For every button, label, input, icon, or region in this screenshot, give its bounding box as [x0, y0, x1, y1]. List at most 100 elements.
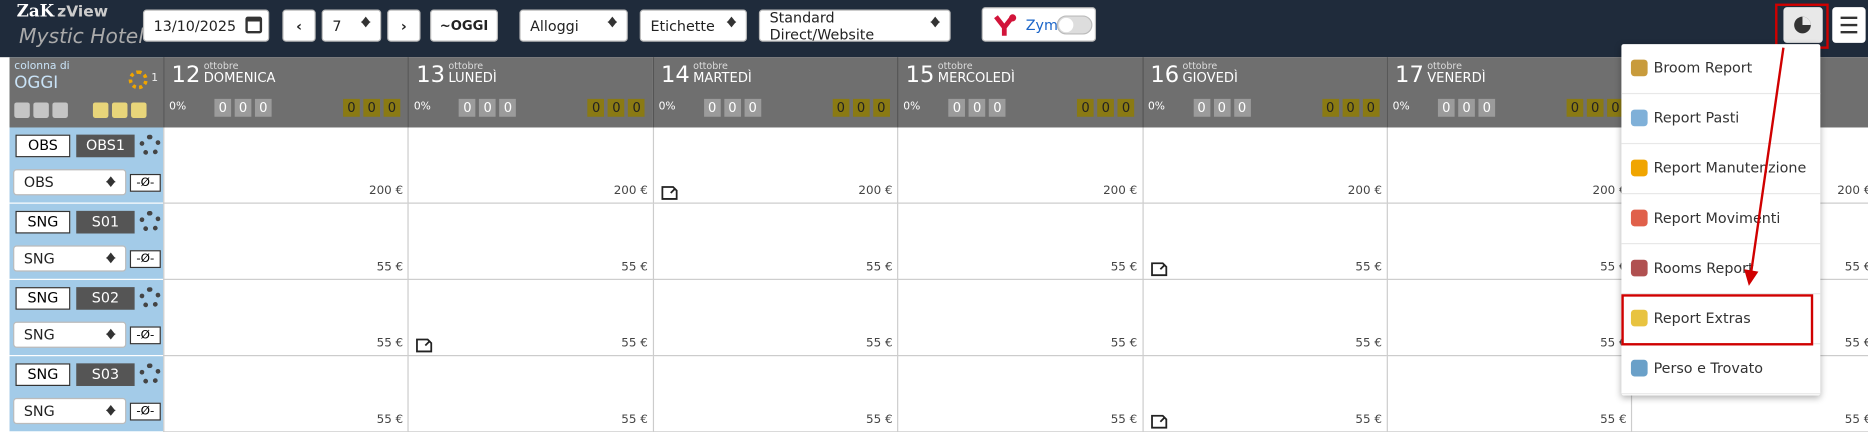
reports-button[interactable]	[1783, 7, 1823, 43]
price: 55 €	[1844, 413, 1868, 427]
prev-button[interactable]: ‹	[282, 9, 316, 42]
day-cell[interactable]: 55 €	[897, 279, 1142, 357]
room-select[interactable]: OBS	[13, 169, 127, 196]
room-settings[interactable]	[139, 134, 161, 157]
count-box: 0	[459, 98, 476, 117]
room-type[interactable]: SNG	[15, 287, 71, 310]
next-button[interactable]: ›	[387, 9, 421, 42]
day-cell[interactable]: 55 €	[407, 279, 653, 357]
count-box: 0	[1193, 98, 1210, 117]
room-filter[interactable]: -Ø-	[129, 326, 161, 345]
price: 200 €	[1347, 184, 1382, 198]
count-box: 0	[1097, 98, 1115, 117]
room-name[interactable]: S02	[76, 287, 135, 310]
room-name[interactable]: S01	[76, 210, 135, 234]
count-box: 0	[1321, 98, 1339, 117]
day-cell[interactable]: 200 €	[163, 127, 408, 204]
price: 200 €	[1837, 184, 1868, 198]
filter-select[interactable]: Etichette	[639, 9, 747, 42]
day-cell[interactable]: 55 €	[163, 279, 408, 357]
day-weekday: MARTEDÌ	[693, 70, 752, 86]
day-month: ottobre	[448, 60, 484, 72]
occupancy: 0%	[1147, 101, 1165, 114]
room-settings[interactable]	[139, 210, 161, 233]
room-name[interactable]: OBS1	[76, 134, 135, 158]
menu-icon	[1630, 109, 1648, 127]
room-filter[interactable]: -Ø-	[129, 402, 161, 421]
day-number: 12	[171, 61, 201, 89]
count-box: 0	[479, 98, 497, 117]
day-cell[interactable]: 55 €	[1386, 203, 1632, 280]
occupancy: 0%	[169, 101, 187, 114]
day-cell[interactable]: 55 €	[1142, 279, 1387, 357]
day-cell[interactable]: 200 €	[407, 127, 653, 204]
day-cell[interactable]: 55 €	[652, 203, 898, 280]
room-select[interactable]: SNG	[13, 321, 127, 348]
menu-item[interactable]: Broom Report	[1621, 44, 1821, 95]
menu-item[interactable]: Report Pasti	[1621, 94, 1821, 145]
occupancy: 0%	[658, 101, 676, 114]
room-select[interactable]: SNG	[13, 245, 127, 272]
day-cell[interactable]: 55 €	[1386, 356, 1632, 432]
day-weekday: LUNEDÌ	[448, 70, 497, 86]
day-number: 15	[905, 61, 935, 89]
day-cell[interactable]: 200 €	[1386, 127, 1632, 204]
price: 55 €	[1600, 260, 1627, 275]
day-cell[interactable]: 55 €	[1142, 356, 1387, 432]
zym-box[interactable]: Zym	[981, 7, 1097, 42]
day-cell[interactable]: 200 €	[897, 127, 1142, 204]
day-cell[interactable]: 55 €	[897, 203, 1142, 280]
menu-item[interactable]: Perso e Trovato	[1621, 344, 1821, 395]
day-cell[interactable]: 55 €	[407, 203, 653, 280]
room-type[interactable]: OBS	[15, 134, 71, 158]
count-box: 0	[383, 98, 401, 117]
count-box: 0	[703, 98, 721, 117]
room-filter[interactable]: -Ø-	[129, 173, 161, 192]
room-filter[interactable]: -Ø-	[129, 250, 161, 269]
menu-item[interactable]: Report Manutenzione	[1621, 144, 1821, 195]
count-box: 0	[1478, 98, 1496, 117]
day-cell[interactable]: 55 €	[897, 356, 1142, 432]
days-select[interactable]: 7	[321, 9, 382, 42]
note-icon	[661, 182, 678, 205]
reports-menu: Broom Report Report Pasti Report Manutenzi…	[1621, 44, 1821, 396]
day-cell[interactable]: 55 €	[1142, 203, 1387, 280]
room-settings[interactable]	[139, 363, 161, 385]
count-box: 0	[1342, 98, 1359, 117]
filter-select[interactable]: Standard Direct/Website	[758, 9, 951, 42]
day-number: 13	[416, 61, 446, 89]
day-cell[interactable]: 55 €	[652, 279, 898, 357]
menu-button[interactable]	[1832, 7, 1866, 43]
room-cell: SNG S01 SNG -Ø-	[9, 204, 164, 280]
count-box: 0	[1437, 98, 1455, 117]
price: 200 €	[858, 184, 893, 198]
day-number: 16	[1150, 61, 1180, 89]
room-type[interactable]: SNG	[15, 363, 71, 386]
room-settings[interactable]	[139, 287, 161, 309]
day-month: ottobre	[203, 60, 239, 72]
menu-label: Report Movimenti	[1653, 209, 1781, 227]
day-cell[interactable]: 55 €	[163, 203, 408, 280]
menu-item[interactable]: Rooms Report	[1621, 244, 1821, 295]
day-cell[interactable]: 200 €	[652, 127, 898, 205]
day-cell[interactable]: 200 €	[1142, 127, 1387, 204]
occupancy: 0%	[903, 101, 921, 114]
room-type[interactable]: SNG	[15, 210, 71, 234]
menu-icon	[1630, 159, 1648, 177]
count-box: 0	[1566, 98, 1584, 117]
corner-count: 1	[151, 72, 159, 85]
today-button[interactable]: ~OGGI	[430, 9, 498, 42]
menu-item[interactable]: Report Movimenti	[1621, 194, 1821, 245]
room-select[interactable]: SNG	[13, 397, 127, 425]
price: 200 €	[1592, 184, 1627, 198]
room-name[interactable]: S03	[76, 363, 135, 386]
filter-select[interactable]: Alloggi	[519, 9, 628, 42]
price: 55 €	[866, 260, 893, 275]
day-cell[interactable]: 55 €	[652, 356, 898, 432]
day-cell[interactable]: 55 €	[407, 356, 653, 432]
count-box: 0	[1077, 98, 1094, 117]
day-cell[interactable]: 55 €	[163, 356, 408, 432]
count-box: 0	[989, 98, 1006, 117]
day-cell[interactable]: 55 €	[1386, 279, 1632, 357]
date-input[interactable]: 13/10/2025	[142, 9, 270, 42]
